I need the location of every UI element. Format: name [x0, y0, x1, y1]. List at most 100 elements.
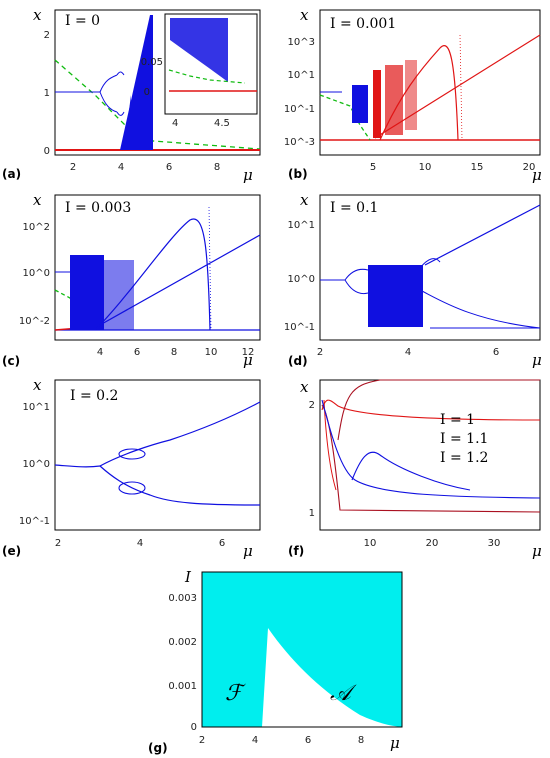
f-darkred-lower: [321, 404, 541, 513]
f-xtick-0: 10: [364, 538, 377, 549]
c-hump: [94, 218, 211, 331]
panel-c: I = 0.003 10^2 10^0 10^-2 4 6 8 10 12 x …: [2, 191, 261, 369]
c-ytick-2: 10^-2: [19, 316, 50, 327]
f-xtick-1: 20: [426, 538, 439, 549]
c-xtick-0: 4: [97, 347, 103, 358]
b-ytick-0: 10^3: [288, 37, 315, 48]
f-label: (f): [288, 544, 304, 558]
g-label: (g): [148, 741, 168, 755]
a-inset-ytick-0: 0: [144, 87, 150, 98]
axes-c: [54, 194, 261, 341]
g-region-F: ℱ: [225, 681, 246, 706]
a-inset-dashed: [168, 69, 246, 84]
g-ytick-2: 0.002: [168, 637, 197, 648]
b-annotation: I = 0.001: [330, 16, 396, 32]
panel-a: 4 4.5 0 0.05 I = 0 0 1 2 2 4 6 8 x μ (a): [2, 6, 261, 184]
f-legend-1: I = 1.1: [440, 431, 488, 447]
f-ytick-1: 1: [309, 508, 315, 519]
g-xtick-1: 4: [252, 735, 258, 746]
d-ylabel: x: [300, 191, 309, 209]
e-ylabel: x: [33, 376, 42, 394]
d-xlabel: μ: [532, 351, 542, 369]
panel-d: I = 0.1 10^1 10^0 10^-1 2 4 6 x μ (d): [284, 191, 542, 369]
g-xtick-2: 6: [305, 735, 311, 746]
e-lower-branch: [99, 465, 261, 506]
b-xtick-0: 5: [370, 162, 376, 173]
a-dashed-branch: [54, 59, 261, 150]
a-xtick-3: 8: [214, 162, 220, 173]
a-chaotic-band: [120, 15, 153, 150]
c-xtick-1: 6: [134, 347, 140, 358]
f-ylabel: x: [300, 378, 309, 396]
b-chaos-red-1: [373, 70, 381, 138]
a-xlabel: μ: [243, 166, 253, 184]
g-xtick-3: 8: [358, 735, 364, 746]
d-chaos: [368, 265, 423, 327]
b-ytick-1: 10^1: [288, 70, 315, 81]
d-rising: [424, 204, 541, 266]
b-xtick-2: 15: [471, 162, 484, 173]
c-ytick-0: 10^2: [23, 222, 50, 233]
a-period4-branch: [116, 71, 125, 116]
g-ytick-0: 0: [191, 722, 197, 733]
g-ytick-3: 0.003: [168, 593, 197, 604]
c-chaos-main: [70, 255, 104, 330]
a-xtick-0: 2: [70, 162, 76, 173]
panel-b: I = 0.001 10^3 10^1 10^-1 10^-3 5 10 15 …: [284, 6, 542, 184]
e-xlabel: μ: [243, 542, 253, 560]
b-chaos-blue: [352, 85, 368, 123]
c-label: (c): [2, 354, 20, 368]
e-xtick-0: 2: [55, 538, 61, 549]
c-chaos-2: [104, 260, 134, 330]
a-label: (a): [2, 167, 21, 181]
a-ylabel: x: [33, 6, 42, 24]
d-period2: [344, 268, 369, 295]
c-xtick-4: 12: [242, 347, 255, 358]
d-ytick-2: 10^-1: [284, 322, 315, 333]
e-xtick-1: 4: [137, 538, 143, 549]
axes-g: [201, 571, 403, 728]
c-dotted: [208, 206, 212, 331]
f-darkred-upper: [337, 379, 540, 441]
f-legend-0: I = 1: [440, 412, 475, 428]
e-ytick-2: 10^-1: [19, 516, 50, 527]
c-rising-line: [99, 234, 261, 326]
e-xtick-2: 6: [219, 538, 225, 549]
c-ytick-1: 10^0: [23, 268, 50, 279]
a-ytick-0: 0: [44, 146, 50, 157]
d-ytick-1: 10^0: [288, 274, 315, 285]
e-ytick-1: 10^0: [23, 459, 50, 470]
b-chaos-red-3: [405, 60, 417, 130]
a-inset-xtick-0: 4: [172, 118, 178, 129]
c-annotation: I = 0.003: [65, 200, 131, 216]
panel-f: I = 1 I = 1.1 I = 1.2 2 1 10 20 30 x μ (…: [288, 378, 542, 560]
f-red-line: [321, 399, 541, 421]
a-xtick-2: 6: [166, 162, 172, 173]
b-ylabel: x: [300, 6, 309, 24]
d-xtick-0: 2: [317, 347, 323, 358]
axes-a: [54, 9, 261, 156]
e-ytick-0: 10^1: [23, 402, 50, 413]
axes-d: [319, 194, 541, 341]
c-xlabel: μ: [243, 351, 253, 369]
e-loop-upper: [118, 448, 146, 460]
panel-g: ℱ 𝒜 0 0.001 0.002 0.003 2 4 6 8 I μ (g): [148, 568, 403, 755]
c-xtick-3: 10: [205, 347, 218, 358]
b-red-line: [374, 34, 541, 139]
a-ytick-2: 2: [44, 30, 50, 41]
d-xtick-2: 6: [493, 347, 499, 358]
g-ytick-1: 0.001: [168, 681, 197, 692]
a-inset-xtick-1: 4.5: [214, 118, 230, 129]
a-ytick-1: 1: [44, 88, 50, 99]
a-chaotic-band-2: [124, 95, 131, 150]
b-chaos-red-2: [385, 65, 403, 135]
b-ytick-2: 10^-1: [284, 104, 315, 115]
b-xtick-3: 20: [523, 162, 536, 173]
d-branches: [419, 258, 541, 329]
f-xtick-2: 30: [488, 538, 501, 549]
g-ylabel: I: [184, 568, 192, 586]
b-ytick-3: 10^-3: [284, 137, 315, 148]
d-label: (d): [288, 354, 308, 368]
d-annotation: I = 0.1: [330, 200, 378, 216]
